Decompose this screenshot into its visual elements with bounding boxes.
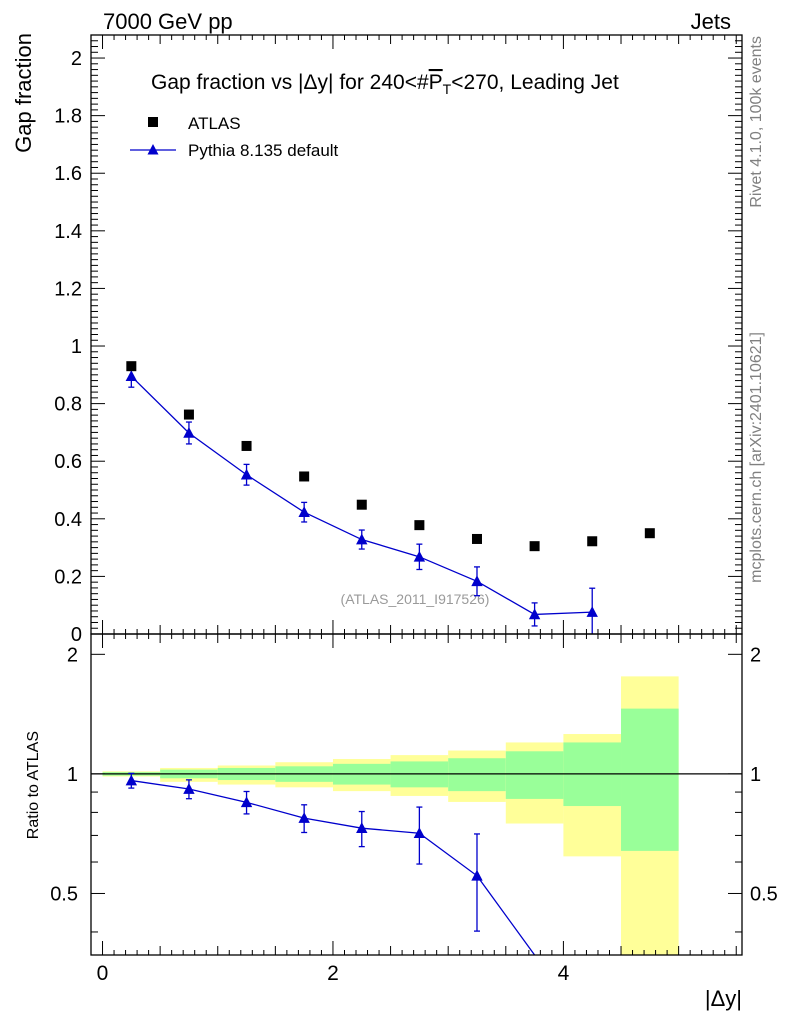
x-tick-label: 4 xyxy=(558,962,570,985)
y-tick-label: 1.6 xyxy=(54,163,82,185)
atlas-point xyxy=(414,520,425,531)
ratio-band-green xyxy=(505,751,564,799)
y-tick-label: 1 xyxy=(71,336,82,358)
plot-title: Gap fraction vs |Δy| for 240<#PT<270, Le… xyxy=(151,71,619,97)
y-tick-label: 1.4 xyxy=(54,221,82,243)
y-tick-label: 0.4 xyxy=(54,509,82,531)
legend-marker-atlas xyxy=(148,117,158,127)
category-label: Jets xyxy=(691,9,731,34)
x-tick-label: 2 xyxy=(327,962,339,985)
y-tick-label: 0.6 xyxy=(54,451,82,473)
atlas-point xyxy=(644,528,655,539)
ratio-pythia-point xyxy=(125,774,138,786)
plot-title-pre: Gap fraction vs |Δy| for 240<# xyxy=(151,71,429,94)
pythia-line xyxy=(130,375,593,616)
axes: 0 2 400.20.40.60.811.21.41.61.820.5 0.51 12 2 xyxy=(50,34,778,985)
x-axis-title: |Δy| xyxy=(705,986,742,1011)
pythia-point xyxy=(528,608,541,620)
ratio-pythia-point xyxy=(413,827,426,839)
ratio-pythia-point xyxy=(183,783,195,794)
y-tick-label: 1.2 xyxy=(54,278,82,300)
plot-title-t: T xyxy=(443,81,452,97)
ratio-y-tick-label-left: 2 xyxy=(67,644,78,666)
main-panel-marks xyxy=(125,361,655,634)
y-tick-label: 1.8 xyxy=(54,106,82,128)
y-axis-title-main: Gap fraction xyxy=(11,33,36,153)
plot-title-p: P xyxy=(429,71,443,94)
x-tick-label: 0 xyxy=(97,962,109,985)
pythia-point xyxy=(125,370,138,382)
y-tick-label: 0.2 xyxy=(54,566,82,588)
pythia-point xyxy=(413,550,426,562)
y-tick-label: 0.8 xyxy=(54,394,82,416)
atlas-point xyxy=(183,409,194,420)
legend-label-atlas: ATLAS xyxy=(188,114,241,133)
pythia-point xyxy=(586,606,598,617)
pythia-point xyxy=(356,533,368,545)
ratio-y-tick-label-right: 1 xyxy=(750,764,761,786)
ratio-band-green xyxy=(621,708,679,851)
ratio-pythia-point xyxy=(471,869,483,881)
ratio-frame xyxy=(90,633,743,956)
ratio-pythia-point xyxy=(240,796,253,808)
atlas-point xyxy=(241,440,252,451)
atlas-point xyxy=(299,471,310,482)
legend-marker-pythia xyxy=(147,144,159,155)
atlas-point xyxy=(587,536,598,547)
ratio-y-tick-label-left: 1 xyxy=(67,764,78,786)
ratio-y-tick-label-left: 0.5 xyxy=(50,883,78,905)
atlas-point xyxy=(356,499,367,510)
pythia-point xyxy=(471,575,483,587)
ratio-band-green xyxy=(448,758,506,792)
y-axis-title-ratio: Ratio to ATLAS xyxy=(25,731,42,839)
y-tick-label: 2 xyxy=(71,48,82,70)
ratio-pythia-line xyxy=(131,779,536,956)
pythia-point xyxy=(298,506,310,517)
ratio-y-tick-label-right: 2 xyxy=(750,644,761,666)
atlas-point xyxy=(471,533,482,544)
atlas-point xyxy=(529,541,540,552)
legend-label-pythia: Pythia 8.135 default xyxy=(188,141,339,160)
ratio-uncertainty-bands xyxy=(102,676,679,955)
atlas-point xyxy=(126,361,137,372)
ratio-pythia-point xyxy=(298,812,310,823)
legend: ATLAS Pythia 8.135 default xyxy=(130,114,339,160)
energy-label: 7000 GeV pp xyxy=(103,9,233,34)
y-tick-label: 0 xyxy=(71,624,82,646)
mcplots-label: mcplots.cern.ch [arXiv:2401.10621] xyxy=(748,332,765,583)
ratio-panel-marks xyxy=(91,772,742,956)
plot-title-post: <270, Leading Jet xyxy=(451,71,619,94)
pythia-point xyxy=(183,426,195,438)
rivet-version-label: Rivet 4.1.0, 100k events xyxy=(748,36,765,208)
analysis-watermark: (ATLAS_2011_I917526) xyxy=(341,591,490,607)
ratio-pythia-point xyxy=(356,822,368,833)
ratio-y-tick-label-right: 0.5 xyxy=(750,883,778,905)
pythia-point xyxy=(240,468,253,480)
